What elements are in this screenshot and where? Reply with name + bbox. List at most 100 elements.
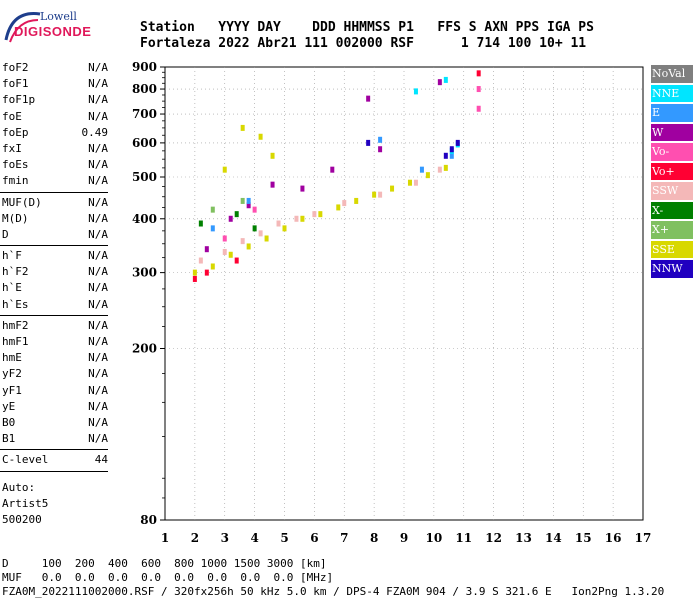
parameter-row: B1 N/A (0, 431, 112, 447)
parameter-value: N/A (88, 109, 108, 123)
x-tick-label: 8 (370, 531, 378, 545)
data-point-ssw (342, 200, 347, 207)
x-tick-label: 17 (635, 531, 652, 545)
data-point-w (437, 79, 442, 86)
x-tick-label: 9 (400, 531, 408, 545)
parameter-name: foF2 (2, 61, 29, 74)
data-point-e (378, 136, 383, 143)
parameter-value: N/A (88, 351, 108, 365)
data-point-ssw (240, 238, 245, 245)
data-point-ssw (294, 215, 299, 222)
data-point-w (228, 215, 233, 222)
legend-item-nne: NNE (651, 84, 693, 102)
parameter-row: MUF(D) N/A (0, 195, 112, 211)
footer-muf-row: MUF 0.0 0.0 0.0 0.0 0.0 0.0 0.0 0.0 [MHz… (2, 571, 334, 584)
parameter-name: MUF(D) (2, 195, 42, 209)
data-point-ssw (378, 191, 383, 198)
parameter-row: M(D) N/A (0, 211, 112, 227)
parameter-divider (0, 470, 108, 472)
data-point-e (210, 225, 215, 232)
data-point-sse (264, 235, 269, 242)
parameter-name: B1 (2, 432, 16, 446)
parameter-row: yF2 N/A (0, 366, 112, 382)
parameter-row: foF1p N/A (0, 92, 112, 108)
parameter-name: yE (2, 399, 16, 413)
station-header: Station YYYY DAY DDD HHMMSS P1 FFS S AXN… (140, 20, 594, 52)
data-point-sse (354, 197, 359, 204)
parameter-value: N/A (88, 249, 108, 263)
parameter-row: fxI N/A (0, 141, 112, 157)
parameter-row: C-level 44 (0, 452, 112, 468)
parameter-name: fxI (2, 141, 22, 155)
data-point-vo- (476, 105, 481, 112)
data-point-sse (318, 211, 323, 218)
plot-frame (164, 66, 644, 521)
parameter-row: h`F2 N/A (0, 264, 112, 280)
data-point-x- (210, 206, 215, 213)
data-point-x- (234, 211, 239, 218)
footer-file-info: FZA0M_2022111002000.RSF / 320fx256h 50 k… (2, 585, 665, 598)
parameter-value: N/A (88, 77, 108, 91)
legend-item-vo-: Vo- (651, 143, 693, 161)
parameter-name: h`Es (2, 297, 29, 311)
auto-scaling-label: Auto: (2, 480, 36, 494)
logo-text-lowell: Lowell (40, 10, 77, 23)
data-point-sse (228, 251, 233, 258)
data-point-sse (246, 243, 251, 250)
parameter-row: h`F N/A (0, 248, 112, 264)
legend-item-w: W (651, 123, 693, 141)
y-tick-label: 800 (132, 82, 157, 96)
data-point-ssw (222, 248, 227, 255)
legend-item-x-: X+ (651, 221, 693, 239)
parameter-value: N/A (88, 211, 108, 225)
x-tick-label: 11 (455, 531, 472, 545)
data-point-e (246, 197, 251, 204)
legend-item-vo-: Vo+ (651, 162, 693, 180)
legend-item-nnw: NNW (651, 260, 693, 278)
data-point-sse (300, 215, 305, 222)
x-tick-label: 7 (340, 531, 348, 545)
x-tick-label: 13 (515, 531, 532, 545)
x-tick-label: 6 (310, 531, 318, 545)
data-point-w (330, 166, 335, 173)
parameter-name: hmF1 (2, 335, 29, 348)
parameter-row: fmin N/A (0, 173, 112, 189)
header-values: Fortaleza 2022 Abr21 111 002000 RSF 1 71… (140, 36, 587, 51)
parameter-name: C-level (2, 453, 49, 467)
data-point-ssw (258, 230, 263, 237)
parameter-name: h`F2 (2, 265, 29, 279)
data-point-w (270, 181, 275, 188)
parameter-value: N/A (88, 281, 108, 295)
parameter-row: hmF1 N/A (0, 334, 112, 350)
data-point-sse (336, 204, 341, 211)
parameter-name: foE (2, 109, 22, 123)
data-point-vo- (252, 206, 257, 213)
data-point-vo- (476, 86, 481, 93)
parameter-value: N/A (88, 61, 108, 74)
parameter-name: hmE (2, 351, 22, 365)
parameter-value: N/A (88, 265, 108, 279)
data-point-sse (282, 225, 287, 232)
y-tick-label: 400 (132, 212, 157, 226)
parameter-row: foF2 N/A (0, 60, 112, 76)
data-point-nnw (455, 139, 460, 146)
parameter-value: N/A (88, 335, 108, 348)
x-tick-label: 1 (161, 531, 169, 545)
x-tick-label: 14 (545, 531, 562, 545)
x-tick-label: 10 (426, 531, 443, 545)
y-tick-label: 700 (132, 107, 157, 121)
parameter-row: foE N/A (0, 109, 112, 125)
parameter-value: N/A (88, 432, 108, 446)
data-point-sse (390, 185, 395, 192)
parameter-row: yF1 N/A (0, 383, 112, 399)
parameter-value: N/A (88, 195, 108, 209)
x-tick-label: 4 (250, 531, 258, 545)
x-tick-label: 15 (575, 531, 592, 545)
data-point-sse (372, 191, 377, 198)
y-tick-label: 80 (140, 513, 157, 527)
legend-item-ssw: SSW (651, 182, 693, 200)
header-labels: Station YYYY DAY DDD HHMMSS P1 FFS S AXN… (140, 20, 594, 35)
parameter-row: h`Es N/A (0, 297, 112, 313)
y-tick-label: 200 (132, 342, 157, 356)
parameter-value: N/A (88, 93, 108, 107)
